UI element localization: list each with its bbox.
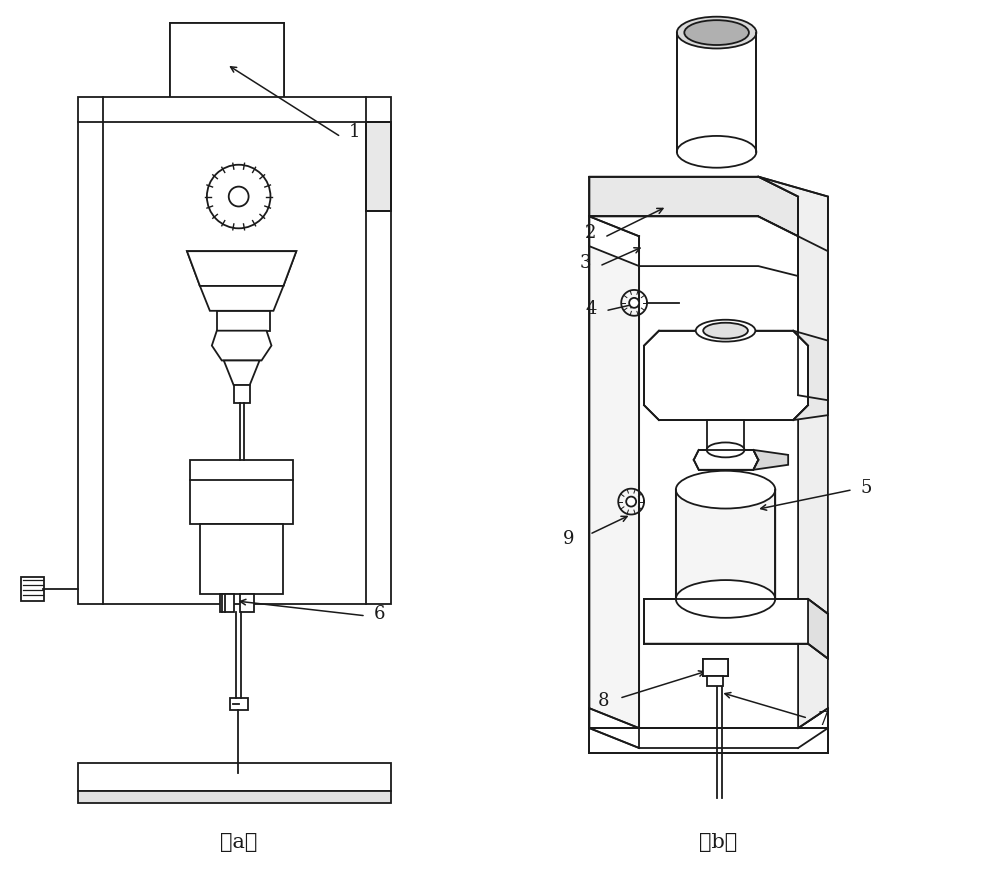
Bar: [234, 385, 250, 403]
Polygon shape: [644, 599, 828, 658]
Polygon shape: [589, 177, 798, 236]
Bar: [200, 524, 283, 594]
Circle shape: [626, 497, 636, 507]
Text: 9: 9: [563, 530, 575, 548]
Polygon shape: [808, 599, 828, 658]
Ellipse shape: [684, 20, 749, 45]
Bar: [217, 310, 270, 330]
Bar: [78, 763, 391, 791]
Polygon shape: [589, 708, 828, 748]
Ellipse shape: [703, 323, 748, 338]
Circle shape: [207, 165, 270, 228]
Polygon shape: [366, 122, 391, 211]
Bar: [707, 677, 723, 686]
Text: 8: 8: [598, 692, 609, 711]
Polygon shape: [212, 330, 271, 360]
Polygon shape: [187, 251, 296, 286]
Polygon shape: [758, 177, 828, 400]
Bar: [190, 460, 293, 524]
Text: 5: 5: [861, 479, 872, 497]
Text: 7: 7: [818, 712, 829, 729]
Bar: [703, 658, 728, 677]
Polygon shape: [753, 450, 788, 470]
Bar: [170, 23, 284, 112]
Bar: [78, 97, 391, 604]
Polygon shape: [187, 251, 296, 286]
Polygon shape: [589, 728, 828, 753]
Bar: [707, 420, 744, 450]
Bar: [220, 594, 234, 612]
Polygon shape: [589, 246, 639, 748]
Polygon shape: [798, 236, 828, 728]
Text: 2: 2: [585, 224, 596, 242]
Text: 6: 6: [374, 605, 385, 623]
Bar: [240, 594, 254, 612]
Text: 3: 3: [580, 254, 591, 272]
Bar: [78, 791, 391, 802]
Text: 4: 4: [585, 300, 596, 317]
Polygon shape: [694, 450, 758, 470]
Ellipse shape: [676, 580, 775, 618]
Ellipse shape: [676, 471, 775, 508]
Polygon shape: [224, 360, 260, 385]
Ellipse shape: [696, 320, 755, 342]
Polygon shape: [589, 216, 639, 748]
Polygon shape: [793, 330, 828, 420]
Circle shape: [629, 298, 639, 308]
Text: （a）: （a）: [220, 833, 257, 852]
Polygon shape: [644, 330, 808, 420]
Circle shape: [229, 187, 249, 207]
Ellipse shape: [677, 136, 756, 167]
Ellipse shape: [677, 17, 756, 49]
Bar: [21, 577, 44, 601]
Bar: [170, 23, 284, 112]
Polygon shape: [200, 286, 283, 310]
Ellipse shape: [707, 442, 744, 457]
Text: 1: 1: [349, 123, 360, 141]
Bar: [677, 32, 756, 152]
Polygon shape: [676, 490, 775, 618]
Bar: [676, 490, 775, 599]
Bar: [230, 698, 248, 710]
Text: （b）: （b）: [699, 833, 738, 852]
Polygon shape: [589, 216, 798, 276]
